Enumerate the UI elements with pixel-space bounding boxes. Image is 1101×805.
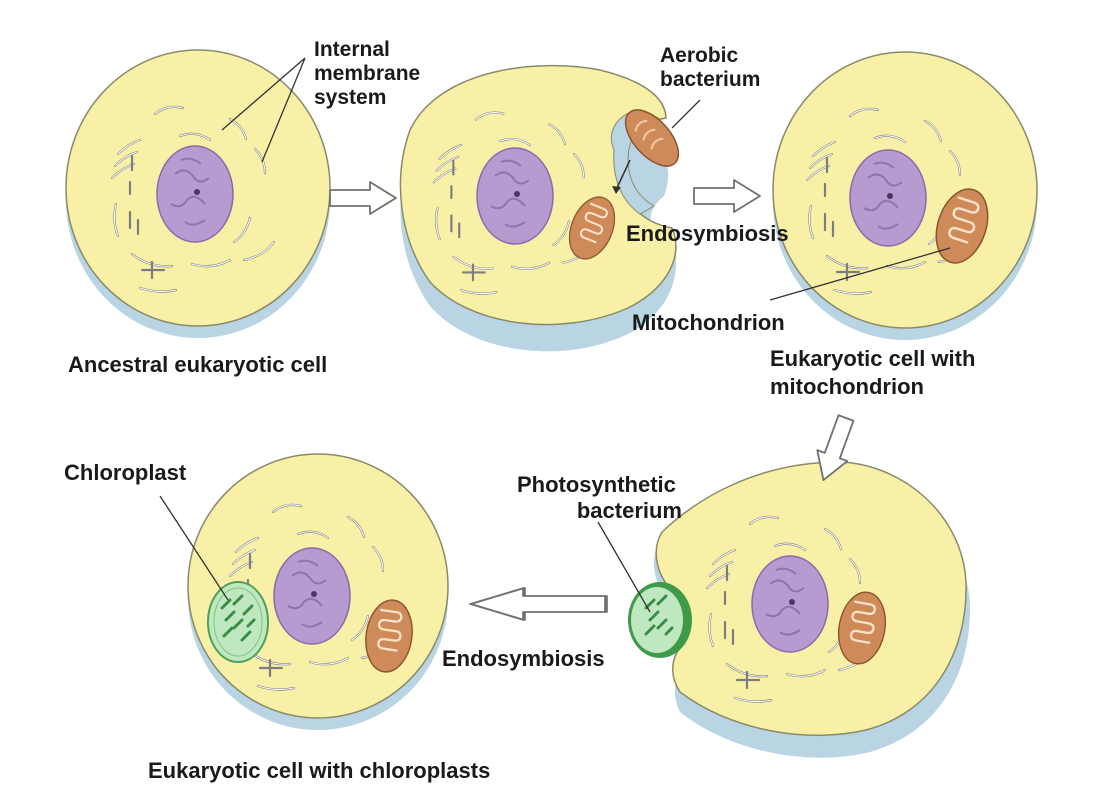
leader-chloroplast	[159, 495, 229, 601]
label-cell-with-chloroplasts: Eukaryotic cell with chloroplasts	[148, 758, 490, 783]
arrow-engulf-to-mitochondrion	[693, 179, 761, 213]
cell-with-chloroplasts	[187, 453, 449, 730]
label-internal-membrane-system: Internal membrane system	[314, 38, 426, 109]
arrow-left	[468, 586, 608, 622]
leader-internal-membrane	[221, 57, 306, 163]
leader-mitochondrion	[769, 247, 951, 301]
nucleus	[849, 149, 927, 247]
nucleus	[476, 147, 554, 245]
label-ancestral-cell: Ancestral eukaryotic cell	[68, 352, 327, 377]
label-mitochondrion: Mitochondrion	[632, 310, 785, 335]
leader-photosynthetic	[597, 521, 651, 613]
leader-aerobic-bacterium	[671, 99, 701, 129]
arrow-ancestral-to-engulf	[329, 181, 397, 215]
nucleus	[273, 547, 351, 645]
photosynthetic-bacterium-shape	[628, 582, 692, 658]
label-photosynthetic-bacterium: Photosynthetic bacterium	[517, 472, 682, 523]
label-aerobic-bacterium: Aerobic bacterium	[660, 44, 760, 91]
nucleus	[751, 555, 829, 653]
label-cell-with-mitochondrion: Eukaryotic cell with mitochondrion	[770, 346, 982, 399]
aerobic-bacterium-shape	[624, 109, 680, 167]
engulfing-photosynthetic-cell	[628, 461, 971, 758]
engulfing-cell	[399, 64, 680, 352]
chloroplast-organelle	[206, 580, 270, 664]
label-endosymbiosis-bottom: Endosymbiosis	[442, 646, 605, 671]
label-chloroplast: Chloroplast	[64, 460, 187, 485]
engulfment-arrow	[615, 159, 631, 191]
label-endosymbiosis-top: Endosymbiosis	[626, 221, 789, 246]
ancestral-cell	[65, 49, 331, 338]
cell-with-mitochondrion	[772, 51, 1038, 340]
nucleus	[156, 145, 234, 243]
